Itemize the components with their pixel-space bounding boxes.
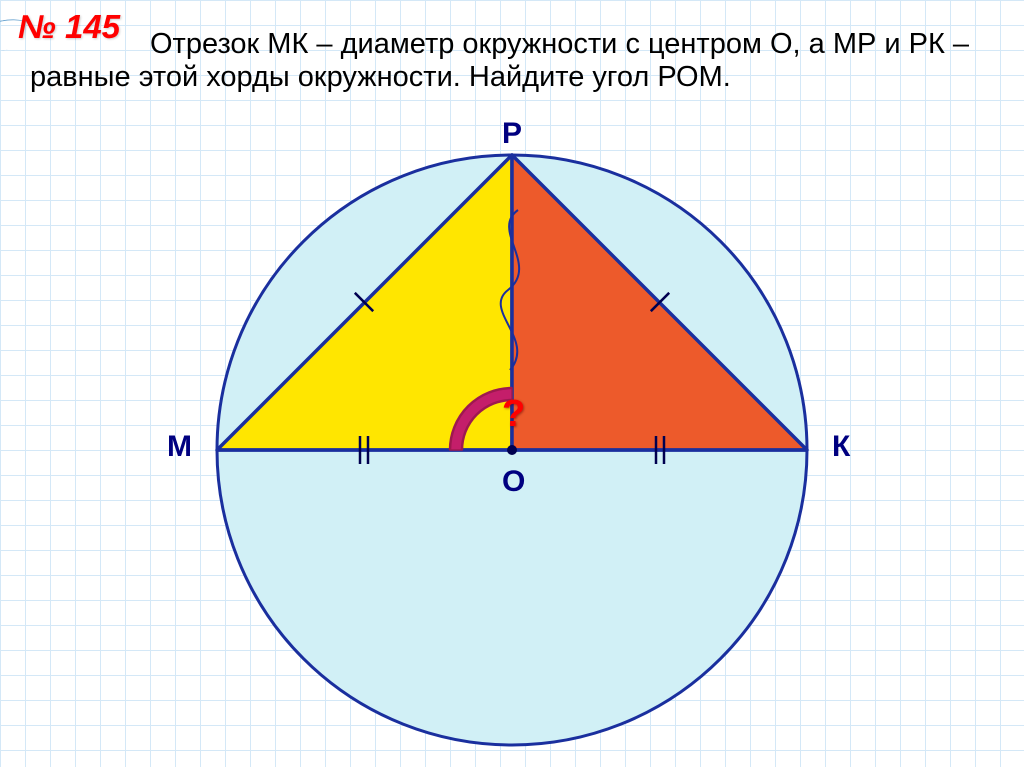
point-label-P: Р bbox=[502, 117, 522, 151]
problem-text: Отрезок МК – диаметр окружности с центро… bbox=[30, 28, 1004, 95]
angle-question-mark: ? bbox=[502, 393, 525, 436]
diagram-svg bbox=[112, 145, 912, 767]
point-label-O: О bbox=[502, 465, 525, 499]
point-label-M: М bbox=[167, 430, 192, 464]
point-label-K: К bbox=[832, 430, 850, 464]
geometry-diagram: Р М К О ? bbox=[112, 145, 912, 767]
